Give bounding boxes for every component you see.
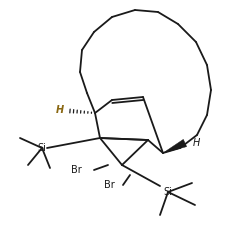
Text: Si: Si [164,187,173,197]
Text: Si: Si [37,143,47,153]
Text: H: H [56,105,64,115]
Polygon shape [163,139,187,153]
Text: Br: Br [104,180,115,190]
Text: H: H [192,138,200,148]
Text: Br: Br [71,165,82,175]
